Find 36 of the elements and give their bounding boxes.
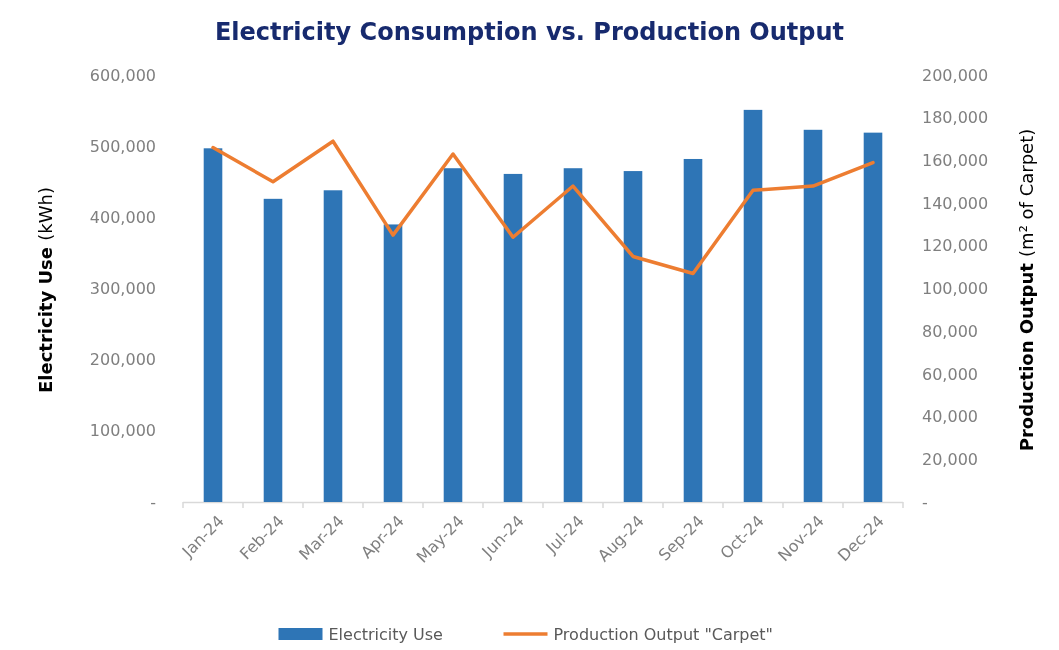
bar <box>383 224 403 502</box>
y-tick-label: - <box>150 492 156 512</box>
bar <box>443 168 463 502</box>
bar <box>803 129 823 502</box>
bar <box>683 158 703 502</box>
y2-tick-label: 60,000 <box>922 364 978 384</box>
y-tick-label: 200,000 <box>89 350 156 370</box>
y2-tick-label: 140,000 <box>922 193 989 213</box>
y2-tick-label: 180,000 <box>922 108 989 128</box>
y-axis-title: Electricity Use (kWh) <box>35 187 56 393</box>
y2-tick-label: 120,000 <box>922 236 989 256</box>
bar <box>623 171 643 502</box>
y2-tick-label: 80,000 <box>922 321 978 341</box>
bar <box>263 198 283 502</box>
y-tick-label: 400,000 <box>89 207 156 227</box>
y2-tick-label: - <box>922 492 928 512</box>
y2-axis-title: Production Output (m² of Carpet) <box>1016 128 1037 452</box>
y2-tick-label: 100,000 <box>922 279 989 299</box>
bar <box>203 148 223 502</box>
legend-label: Production Output "Carpet" <box>553 624 773 644</box>
line-series <box>211 139 875 276</box>
y-tick-label: 300,000 <box>89 279 156 299</box>
bar <box>563 168 583 502</box>
y-tick-label: 600,000 <box>89 65 156 85</box>
y2-tick-label: 160,000 <box>922 151 989 170</box>
bar <box>503 173 523 502</box>
chart-title: Electricity Consumption vs. Production Output <box>214 18 845 46</box>
legend-label: Electricity Use <box>328 624 443 644</box>
y2-tick-label: 200,000 <box>922 65 989 85</box>
bar <box>863 132 883 502</box>
bar <box>323 190 343 502</box>
y-tick-label: 100,000 <box>89 421 156 441</box>
y2-tick-label: 40,000 <box>922 407 978 427</box>
y2-tick-label: 20,000 <box>922 449 978 469</box>
bar <box>743 109 763 502</box>
y-tick-label: 500,000 <box>89 136 156 156</box>
